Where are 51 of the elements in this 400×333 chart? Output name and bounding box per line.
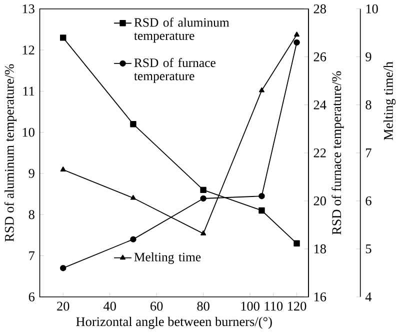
y3-tick-label: 7 — [366, 148, 372, 158]
y-tick-label: 10 — [22, 128, 34, 137]
y-tick-label: 13 — [22, 4, 34, 14]
y2-tick-label: 28 — [314, 4, 326, 14]
y2-tick-label: 16 — [314, 292, 326, 302]
y-tick-label: 9 — [28, 168, 34, 178]
y2-tick-label: 20 — [314, 196, 326, 206]
legend-label: RSD of aluminum temperature — [134, 18, 230, 42]
point — [60, 264, 66, 272]
point — [294, 39, 300, 46]
y-tick-label: 7 — [29, 251, 35, 260]
point — [130, 236, 136, 242]
y2-tick-label: 22 — [314, 148, 326, 158]
x-tick-label: 120 — [288, 302, 306, 311]
point — [200, 195, 206, 202]
x-tick-label: 20 — [57, 302, 70, 311]
y-tick-label: 11 — [23, 86, 34, 96]
point — [258, 207, 265, 214]
point — [258, 192, 265, 200]
y3-tick-label: 6 — [366, 196, 372, 206]
point — [60, 166, 66, 172]
x-tick-label: 100 — [241, 302, 260, 311]
point — [60, 34, 66, 41]
y3-tick-label: 8 — [366, 100, 372, 110]
y-tick-label: 8 — [28, 210, 34, 219]
x-axis-title: Horizontal angle between burners/(°) — [76, 316, 272, 329]
y2-axis-title: RSD of furnace temperature/% — [332, 71, 344, 234]
y-tick-label: 12 — [22, 46, 34, 54]
point — [200, 186, 206, 193]
point — [130, 120, 136, 128]
y-axis-title: RSD of aluminum temperature/% — [4, 64, 17, 242]
point — [294, 32, 300, 36]
y-tick-label: 6 — [28, 292, 35, 302]
point — [200, 230, 206, 236]
x-tick-label: 40 — [103, 302, 116, 311]
x-tick-label: 60 — [150, 302, 163, 311]
x-tick-label: 80 — [197, 302, 210, 311]
y2-tick-label: 18 — [314, 244, 326, 254]
y3-axis-title: Melting time/h — [384, 62, 396, 140]
point — [130, 194, 136, 200]
y3-tick-label: 4 — [365, 292, 372, 302]
y3-tick-label: 5 — [366, 244, 372, 254]
point — [258, 87, 264, 92]
x-tick-label: 110 — [264, 302, 283, 311]
point — [294, 240, 300, 246]
y3-tick-label: 9 — [366, 52, 372, 62]
y2-tick-label: 26 — [314, 52, 326, 62]
y2-tick-label: 24 — [314, 100, 326, 110]
legend-label: Melting time — [134, 252, 201, 264]
y3-tick-label: 10 — [366, 4, 378, 14]
legend-label: RSD of furnace temperature — [134, 58, 216, 83]
